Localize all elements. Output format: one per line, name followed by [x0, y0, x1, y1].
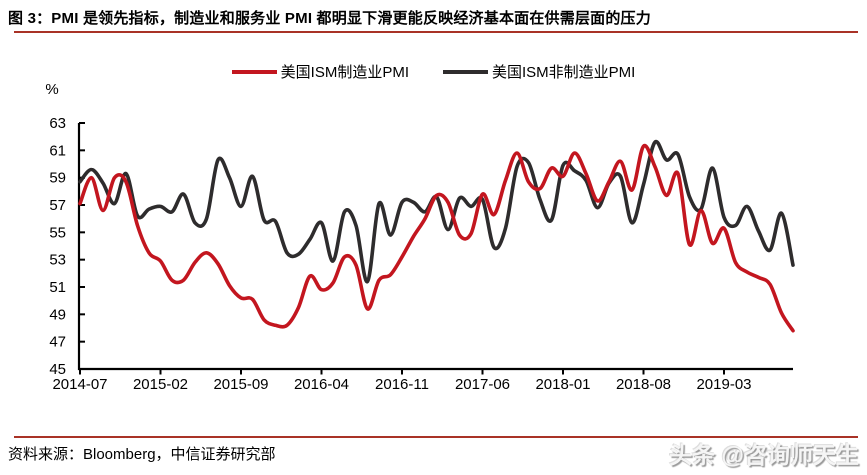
legend-item-manufacturing: 美国ISM制造业PMI — [231, 61, 409, 82]
x-tick-label: 2016-04 — [294, 376, 349, 393]
y-tick-label: 55 — [49, 224, 66, 241]
legend-label-manufacturing: 美国ISM制造业PMI — [280, 64, 409, 81]
footer-divider — [14, 436, 858, 438]
x-tick-label: 2018-01 — [535, 376, 590, 393]
y-tick-label: 59 — [49, 170, 66, 187]
chart-legend: 美国ISM制造业PMI 美国ISM非制造业PMI — [0, 61, 867, 82]
title-divider — [14, 31, 858, 33]
legend-label-non-manufacturing: 美国ISM非制造业PMI — [492, 64, 636, 81]
figure-title: 图 3：PMI 是领先指标，制造业和服务业 PMI 都明显下滑更能反映经济基本面… — [8, 10, 651, 27]
y-tick-label: 47 — [49, 334, 66, 351]
axes — [77, 123, 793, 371]
data-source: 资料来源：Bloomberg，中信证券研究部 — [8, 446, 276, 463]
manufacturing-pmi-line — [78, 143, 795, 333]
legend-swatch-manufacturing — [231, 69, 277, 74]
x-tick-label: 2015-02 — [133, 376, 188, 393]
x-tick-label: 2016-11 — [375, 376, 429, 393]
y-tick-label: 51 — [49, 279, 66, 296]
y-tick-label: 53 — [49, 252, 66, 269]
y-tick-label: 61 — [49, 142, 66, 159]
x-tick-label: 2019-03 — [696, 376, 751, 393]
y-tick-label: 45 — [49, 361, 66, 378]
x-tick-label: 2017-06 — [455, 376, 510, 393]
non-manufacturing-pmi-line — [78, 139, 795, 284]
x-tick-label: 2018-08 — [616, 376, 671, 393]
y-axis-unit-label: % — [45, 81, 58, 98]
x-tick-label: 2015-09 — [213, 376, 268, 393]
x-tick-label: 2014-07 — [52, 376, 107, 393]
y-tick-label: 57 — [49, 197, 66, 214]
legend-swatch-non-manufacturing — [443, 69, 488, 74]
watermark: 头条 @咨询师天生 — [669, 442, 859, 468]
y-tick-label: 49 — [49, 306, 66, 323]
legend-item-non-manufacturing: 美国ISM非制造业PMI — [443, 61, 635, 82]
y-tick-label: 63 — [49, 115, 66, 132]
